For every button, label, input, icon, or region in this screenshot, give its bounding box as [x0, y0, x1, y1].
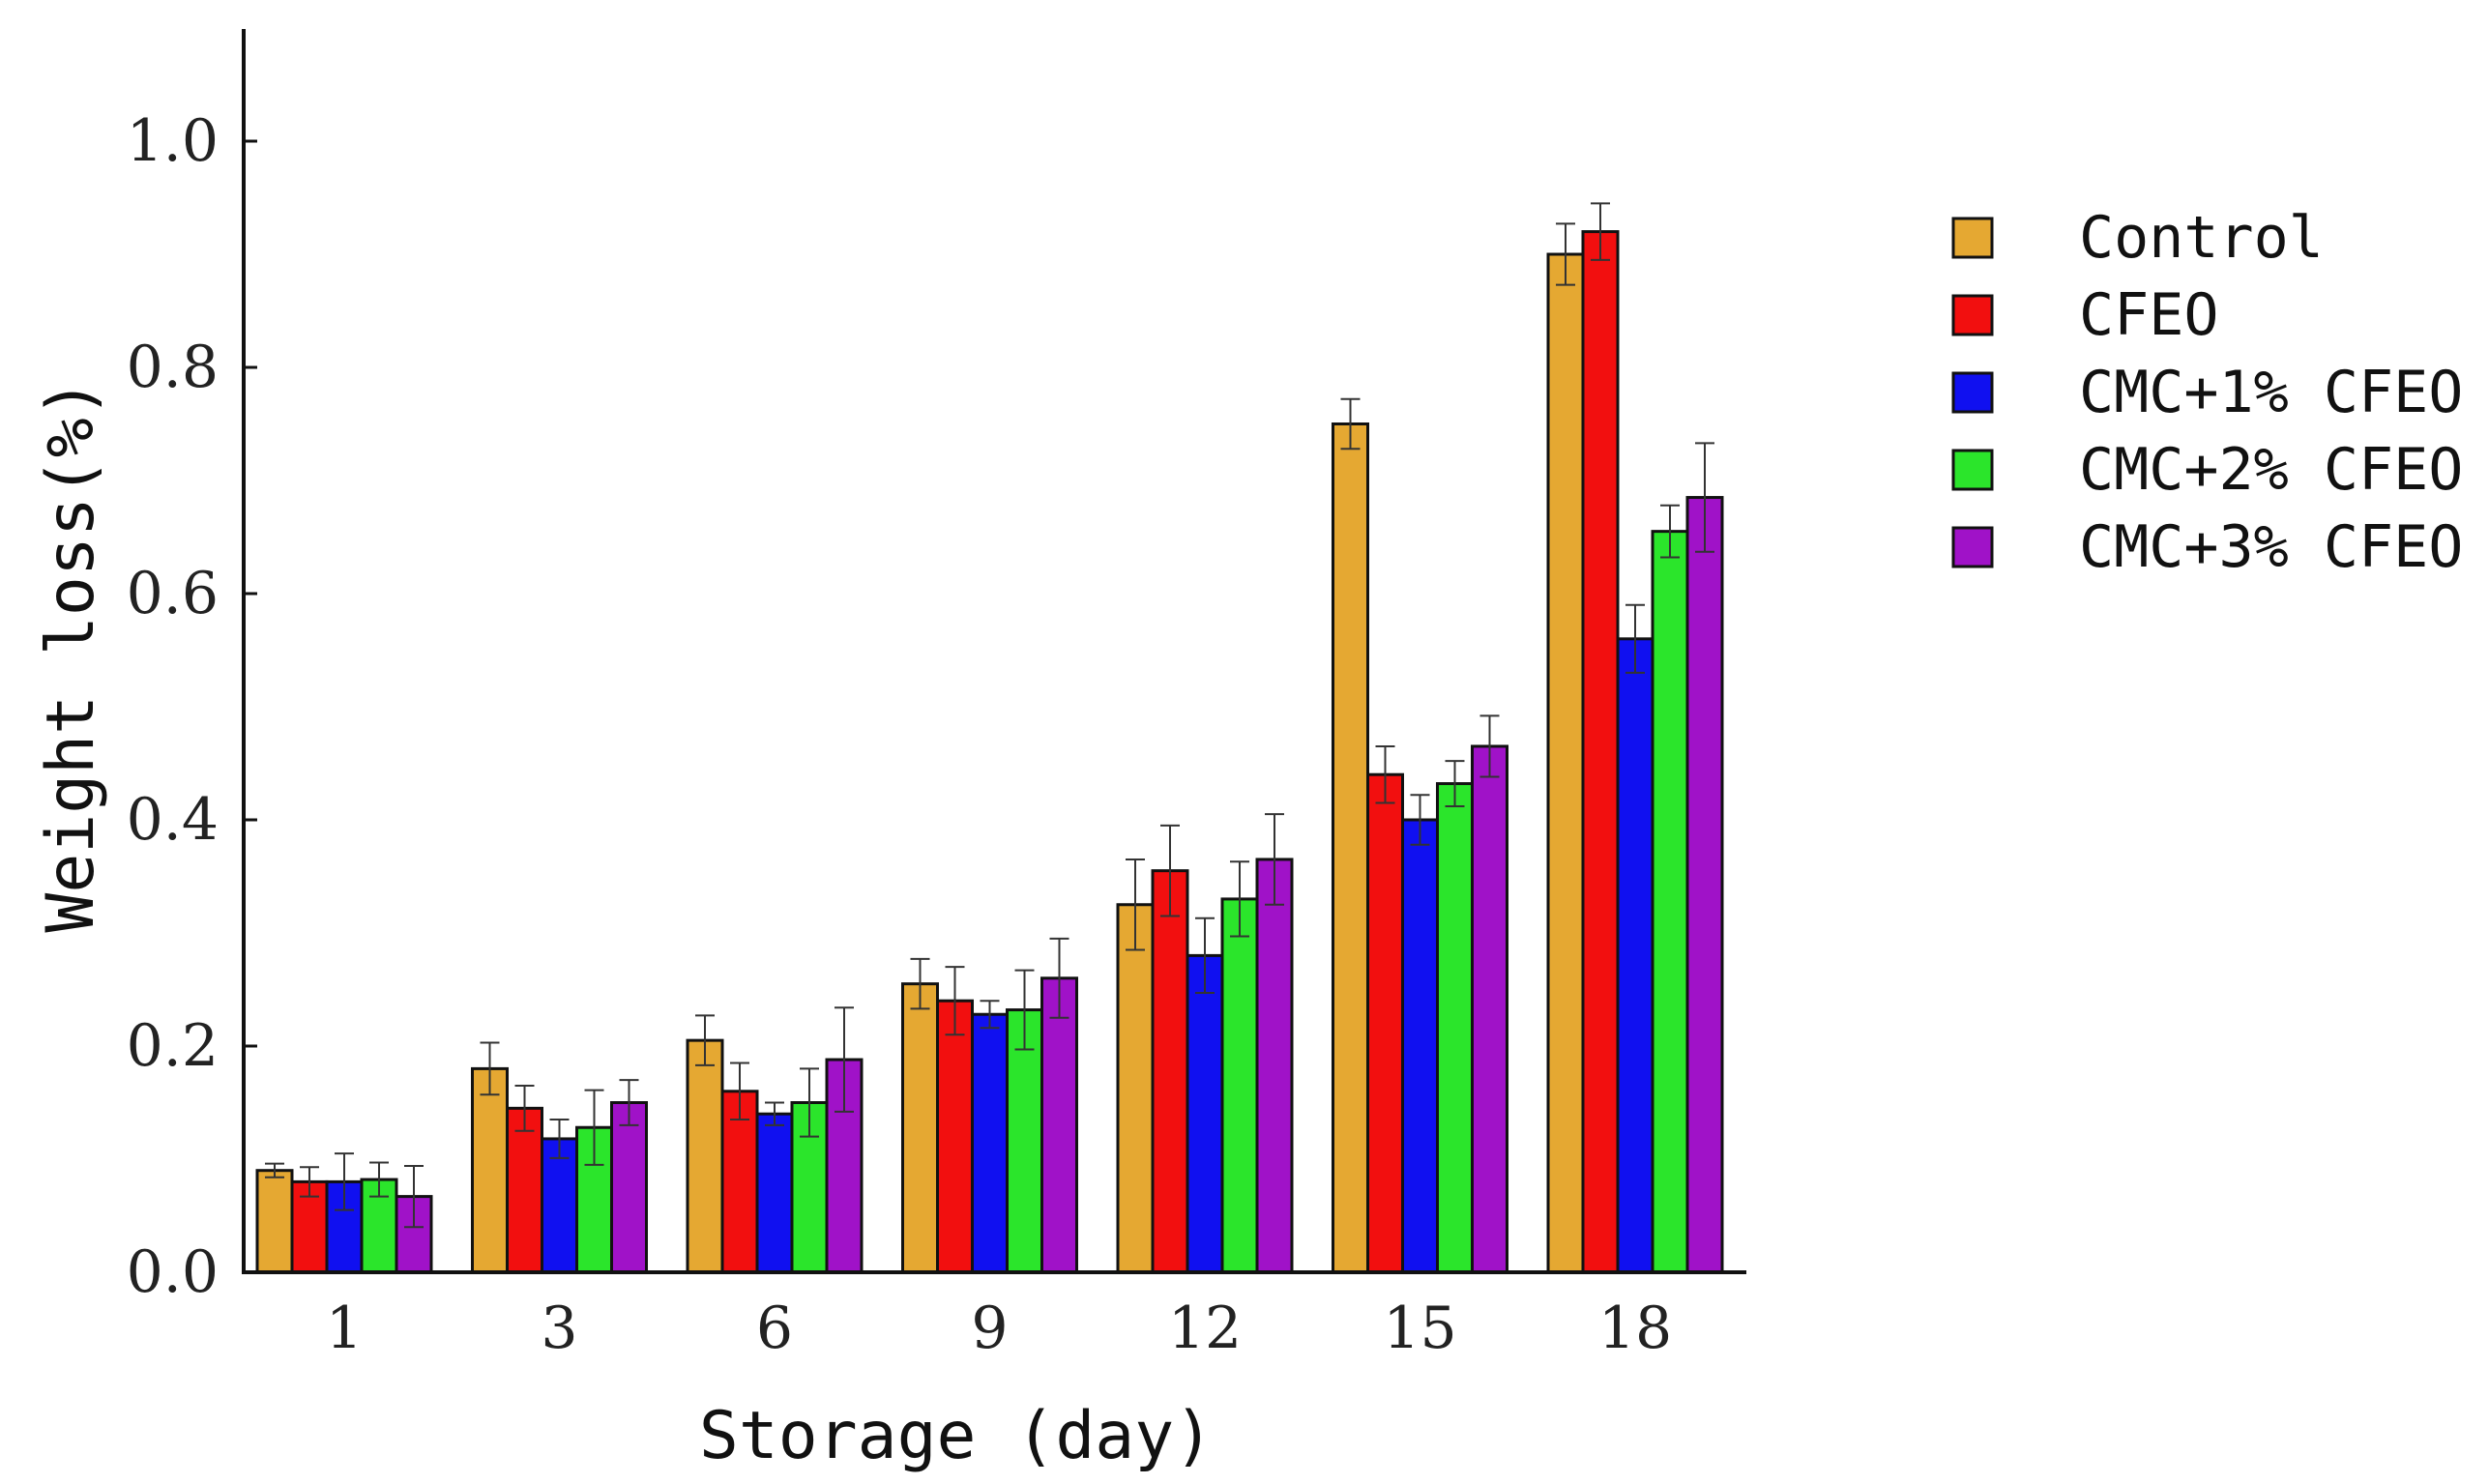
- x-tick-label: 1: [326, 1295, 363, 1362]
- x-tick-label: 15: [1383, 1295, 1456, 1362]
- legend-label: Control: [2079, 204, 2324, 272]
- y-axis-title: Weight loss(%): [33, 378, 109, 932]
- legend-swatch: [1951, 294, 1994, 336]
- legend-label: CMC+1% CFEO: [2079, 359, 2463, 426]
- bar: [755, 1112, 794, 1274]
- bar: [936, 999, 974, 1274]
- y-tick-label: 0.0: [127, 1238, 219, 1306]
- y-ticks: 0.0 0.2 0.4 0.6 0.8 1.0: [127, 107, 257, 1306]
- y-tick-label: 0.6: [127, 560, 219, 627]
- bar: [1040, 976, 1078, 1274]
- x-axis-title: Storage (day): [699, 1398, 1214, 1474]
- bar: [1151, 869, 1189, 1274]
- x-tick-label: 12: [1168, 1295, 1242, 1362]
- bar: [1685, 496, 1724, 1274]
- legend-swatch: [1951, 371, 1994, 414]
- bar: [1186, 953, 1224, 1274]
- bar: [901, 982, 939, 1274]
- x-tick-label: 9: [971, 1295, 1008, 1362]
- bar: [1616, 637, 1654, 1274]
- legend-label: CMC+2% CFEO: [2079, 436, 2463, 504]
- y-tick-label: 0.2: [127, 1012, 219, 1080]
- bars-layer: [255, 202, 1724, 1274]
- bar: [1332, 422, 1369, 1274]
- bar: [1220, 897, 1259, 1274]
- bar: [1366, 772, 1404, 1274]
- bar: [471, 1066, 509, 1274]
- legend: Control CFEO CMC+1% CFEO CMC+2% CFEO CMC+3% …: [1951, 204, 2463, 581]
- x-tick-label: 3: [541, 1295, 577, 1362]
- y-tick-label: 1.0: [127, 107, 219, 175]
- legend-label: CMC+3% CFEO: [2079, 513, 2463, 581]
- legend-swatch: [1951, 526, 1994, 568]
- axes-layer: [242, 29, 1746, 1274]
- bar: [255, 1169, 294, 1274]
- legend-swatch: [1951, 217, 1994, 259]
- bar: [1651, 530, 1689, 1274]
- bar: [1581, 230, 1620, 1274]
- bar: [1436, 782, 1474, 1274]
- legend-label: CFEO: [2079, 281, 2219, 349]
- x-ticks: 1 3 6 9 12 15 18: [326, 1295, 1672, 1362]
- x-tick-label: 18: [1598, 1295, 1672, 1362]
- bar: [506, 1106, 543, 1274]
- x-tick-label: 6: [756, 1295, 793, 1362]
- y-tick-label: 0.8: [127, 334, 219, 401]
- bar: [1471, 744, 1508, 1274]
- y-tick-label: 0.4: [127, 786, 219, 854]
- bar: [1255, 858, 1294, 1274]
- bar: [686, 1038, 724, 1274]
- legend-swatch: [1951, 449, 1994, 491]
- bar: [971, 1012, 1009, 1274]
- bar: [1546, 252, 1585, 1274]
- bar: [1401, 818, 1439, 1274]
- bar: [610, 1101, 648, 1274]
- bar: [1116, 903, 1155, 1274]
